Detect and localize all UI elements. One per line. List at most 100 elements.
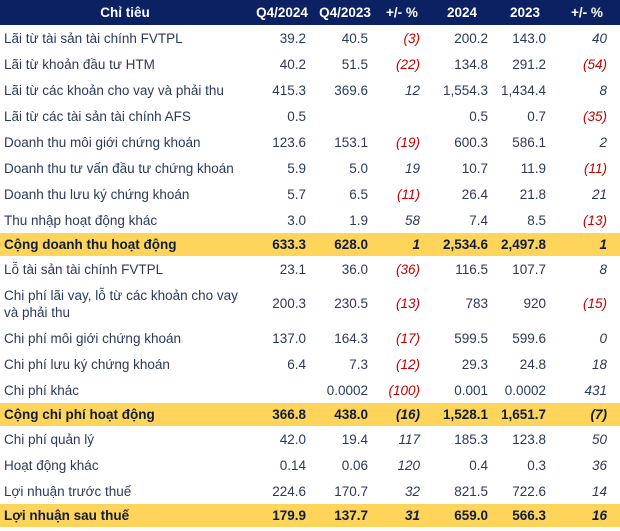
table-row: Lỗ tài sản tài chính FVTPL 23.1 36.0 (36… bbox=[0, 256, 620, 282]
cell-quarter-change-pct: 58 bbox=[404, 212, 420, 228]
cell-2023: 291.2 bbox=[512, 56, 546, 72]
cell-q4-2023: 230.5 bbox=[334, 296, 368, 311]
cell-year-change-pct: (7) bbox=[554, 403, 620, 426]
cell-year-change-pct: 2 bbox=[599, 134, 607, 150]
column-header-year-change-pct: +/- % bbox=[554, 0, 620, 25]
table-row: Doanh thu môi giới chứng khoán 123.6 153… bbox=[0, 129, 620, 155]
table-row: Chi phí khác 0.0002 (100) 0.001 0.0002 4… bbox=[0, 377, 620, 403]
table-row: Doanh thu tư vấn đầu tư chứng khoán 5.9 … bbox=[0, 155, 620, 181]
cell-quarter-change-pct: (12) bbox=[395, 356, 420, 372]
cell-q4-2023: 438.0 bbox=[314, 403, 376, 426]
cell-2024: 0.5 bbox=[469, 108, 488, 124]
cell-2023: 920 bbox=[523, 296, 546, 311]
cell-2024: 1,528.1 bbox=[428, 403, 496, 426]
cell-q4-2023: 19.4 bbox=[341, 431, 368, 447]
cell-year-change-pct: 8 bbox=[599, 261, 607, 277]
cell-q4-2024: 415.3 bbox=[272, 82, 306, 98]
cell-quarter-change-pct: 12 bbox=[404, 82, 420, 98]
cell-2024: 821.5 bbox=[454, 483, 488, 499]
table-row: Lãi từ các khoản cho vay và phải thu 415… bbox=[0, 77, 620, 103]
row-label: Chi phí môi giới chứng khoán bbox=[4, 330, 181, 346]
table-row: Thu nhập hoạt động khác 3.0 1.9 58 7.4 8… bbox=[0, 207, 620, 233]
cell-q4-2024: 200.3 bbox=[272, 296, 306, 311]
table-row: Cộng doanh thu hoạt động 633.3 628.0 1 2… bbox=[0, 233, 620, 256]
row-label: Doanh thu lưu ký chứng khoán bbox=[4, 186, 190, 202]
cell-year-change-pct: (11) bbox=[583, 160, 607, 176]
row-label: Lãi từ tài sản tài chính FVTPL bbox=[4, 30, 183, 46]
cell-2023: 722.6 bbox=[512, 483, 546, 499]
column-header-2024: 2024 bbox=[428, 0, 496, 25]
cell-q4-2023 bbox=[314, 103, 376, 129]
table-row: Chi phí lưu ký chứng khoán 6.4 7.3 (12) … bbox=[0, 351, 620, 377]
cell-q4-2024: 39.2 bbox=[279, 30, 306, 46]
cell-2024: 116.5 bbox=[455, 261, 488, 277]
cell-2024: 2,534.6 bbox=[428, 233, 496, 256]
cell-2023: 143.0 bbox=[512, 30, 546, 46]
cell-q4-2024: 633.3 bbox=[250, 233, 314, 256]
row-label: Doanh thu tư vấn đầu tư chứng khoán bbox=[4, 160, 234, 176]
cell-year-change-pct: (54) bbox=[582, 56, 607, 72]
cell-q4-2023: 7.3 bbox=[349, 356, 368, 372]
row-label: Lợi nhuận sau thuế bbox=[0, 504, 250, 527]
table-row: Lãi từ khoản đầu tư HTM 40.2 51.5 (22) 1… bbox=[0, 51, 620, 77]
cell-q4-2024: 3.0 bbox=[287, 212, 306, 228]
cell-q4-2024: 137.0 bbox=[272, 330, 306, 346]
cell-year-change-pct: (13) bbox=[582, 212, 607, 228]
cell-q4-2023: 0.06 bbox=[341, 457, 368, 473]
cell-q4-2024: 224.6 bbox=[272, 483, 306, 499]
table-row: Lợi nhuận trước thuế 224.6 170.7 32 821.… bbox=[0, 478, 620, 504]
cell-q4-2024: 0.14 bbox=[279, 457, 306, 473]
cell-2024: 7.4 bbox=[469, 212, 488, 228]
cell-q4-2024: 5.7 bbox=[287, 186, 306, 202]
cell-year-change-pct: 18 bbox=[591, 356, 607, 372]
column-header-chi-tieu: Chỉ tiêu bbox=[0, 0, 250, 25]
cell-year-change-pct: 1 bbox=[554, 233, 620, 256]
cell-q4-2024: 40.2 bbox=[279, 56, 306, 72]
cell-2024: 0.001 bbox=[454, 382, 488, 398]
cell-2023: 599.6 bbox=[512, 330, 546, 346]
cell-quarter-change-pct bbox=[376, 103, 428, 129]
cell-2023: 107.7 bbox=[512, 261, 546, 277]
row-label: Hoạt động khác bbox=[4, 457, 99, 473]
cell-q4-2024: 179.9 bbox=[250, 504, 314, 527]
cell-quarter-change-pct: (11) bbox=[396, 186, 420, 202]
row-label: Chi phí lãi vay, lỗ từ các khoản cho vay… bbox=[4, 287, 238, 320]
cell-2023: 1,651.7 bbox=[496, 403, 554, 426]
row-label: Lỗ tài sản tài chính FVTPL bbox=[4, 261, 164, 277]
cell-2024: 600.3 bbox=[454, 134, 488, 150]
column-header-2023: 2023 bbox=[496, 0, 554, 25]
row-label: Chi phí lưu ký chứng khoán bbox=[4, 356, 170, 372]
row-label: Lợi nhuận trước thuế bbox=[4, 483, 132, 499]
cell-q4-2023: 36.0 bbox=[341, 261, 368, 277]
header-row: Chỉ tiêu Q4/2024 Q4/2023 +/- % 2024 2023… bbox=[0, 0, 620, 25]
cell-2023: 8.5 bbox=[527, 212, 546, 228]
cell-year-change-pct: 8 bbox=[599, 82, 607, 98]
column-header-quarter-change-pct: +/- % bbox=[376, 0, 428, 25]
cell-q4-2024: 6.4 bbox=[287, 356, 306, 372]
cell-q4-2024: 123.6 bbox=[272, 134, 306, 150]
table-row: Lợi nhuận sau thuế 179.9 137.7 31 659.0 … bbox=[0, 504, 620, 527]
cell-2023: 1,434.4 bbox=[500, 82, 546, 98]
cell-year-change-pct: 40 bbox=[591, 30, 607, 46]
cell-quarter-change-pct: (36) bbox=[395, 261, 420, 277]
cell-q4-2023: 369.6 bbox=[334, 82, 368, 98]
cell-2024: 200.2 bbox=[454, 30, 488, 46]
cell-quarter-change-pct: (22) bbox=[395, 56, 420, 72]
row-label: Doanh thu môi giới chứng khoán bbox=[4, 134, 201, 150]
cell-quarter-change-pct: (16) bbox=[376, 403, 428, 426]
table-row: Cộng chi phí hoạt động 366.8 438.0 (16) … bbox=[0, 403, 620, 426]
table-row: Chi phí quản lý 42.0 19.4 117 185.3 123.… bbox=[0, 426, 620, 452]
cell-2024: 0.4 bbox=[469, 457, 488, 473]
cell-quarter-change-pct: (100) bbox=[388, 382, 420, 398]
cell-2023: 566.3 bbox=[496, 504, 554, 527]
table-row: Lãi từ tài sản tài chính FVTPL 39.2 40.5… bbox=[0, 25, 620, 51]
cell-2023: 11.9 bbox=[520, 160, 546, 176]
cell-year-change-pct: 36 bbox=[591, 457, 607, 473]
row-label: Lãi từ khoản đầu tư HTM bbox=[4, 56, 155, 72]
cell-2023: 0.7 bbox=[527, 108, 546, 124]
cell-q4-2023: 51.5 bbox=[341, 56, 368, 72]
cell-q4-2023: 40.5 bbox=[341, 30, 368, 46]
cell-2023: 2,497.8 bbox=[496, 233, 554, 256]
